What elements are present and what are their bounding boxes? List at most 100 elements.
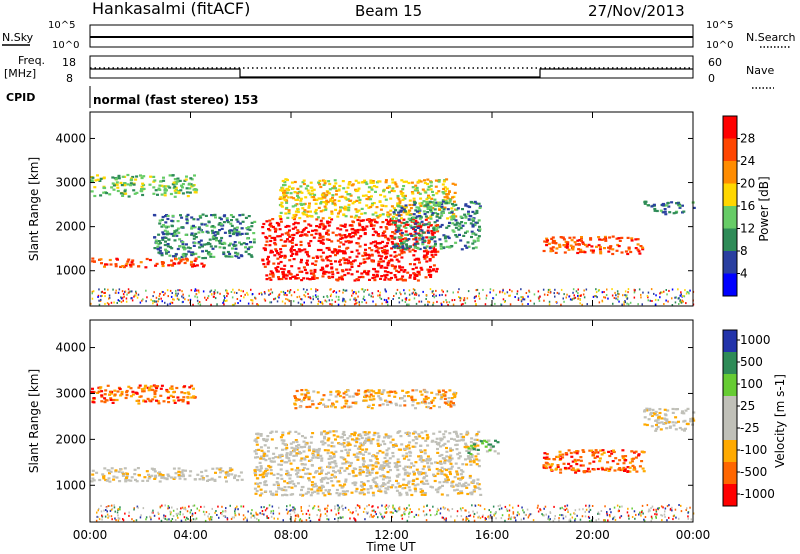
- data-cell: [377, 290, 379, 293]
- data-cell: [341, 224, 345, 227]
- data-cell: [104, 291, 106, 294]
- data-cell: [375, 458, 379, 461]
- data-cell: [604, 296, 607, 299]
- data-cell: [405, 491, 409, 494]
- data-cell: [397, 219, 401, 222]
- data-cell: [449, 458, 453, 461]
- data-cell: [470, 201, 473, 204]
- data-cell: [657, 416, 660, 419]
- data-cell: [641, 450, 645, 453]
- data-cell: [171, 174, 175, 177]
- data-cell: [225, 219, 229, 222]
- data-cell: [158, 471, 161, 474]
- data-cell: [407, 181, 411, 185]
- data-cell: [544, 461, 548, 464]
- data-cell: [305, 271, 309, 274]
- data-cell: [364, 450, 368, 453]
- data-cell: [124, 396, 128, 400]
- data-cell: [274, 455, 278, 459]
- data-cell: [390, 235, 394, 238]
- data-cell: [354, 233, 358, 236]
- data-cell: [462, 435, 465, 438]
- data-cell: [91, 477, 95, 480]
- data-cell: [309, 441, 313, 444]
- data-cell: [571, 460, 575, 463]
- data-cell: [108, 193, 112, 196]
- data-cell: [140, 388, 144, 391]
- data-cell: [284, 194, 288, 197]
- data-cell: [148, 475, 152, 478]
- data-cell: [452, 303, 455, 306]
- data-cell: [434, 488, 438, 491]
- data-cell: [638, 465, 642, 468]
- data-cell: [236, 298, 239, 300]
- data-cell: [366, 288, 369, 291]
- data-cell: [409, 225, 413, 228]
- data-cell: [372, 300, 374, 303]
- data-cell: [400, 232, 404, 235]
- data-cell: [399, 190, 403, 193]
- data-cell: [429, 224, 433, 227]
- data-cell: [444, 430, 448, 433]
- data-cell: [436, 447, 439, 451]
- data-cell: [573, 297, 575, 300]
- data-cell: [395, 258, 399, 261]
- data-cell: [159, 241, 162, 245]
- data-cell: [259, 467, 263, 470]
- data-cell: [672, 212, 676, 215]
- data-cell: [90, 390, 94, 393]
- data-cell: [270, 493, 274, 496]
- data-cell: [394, 276, 398, 279]
- data-cell: [190, 232, 194, 235]
- data-cell: [98, 299, 100, 302]
- data-cell: [453, 476, 457, 479]
- data-cell: [378, 241, 382, 245]
- data-cell: [192, 263, 196, 266]
- data-cell: [165, 478, 169, 481]
- data-cell: [554, 242, 558, 245]
- data-cell: [461, 463, 465, 466]
- data-cell: [211, 247, 215, 250]
- data-cell: [188, 474, 192, 477]
- data-cell: [230, 468, 234, 471]
- data-cell: [101, 473, 105, 476]
- data-cell: [372, 295, 374, 298]
- data-cell: [332, 430, 336, 433]
- data-cell: [108, 297, 110, 300]
- colorbar-segment: [723, 116, 737, 139]
- data-cell: [301, 207, 305, 210]
- data-cell: [338, 298, 340, 301]
- data-cell: [377, 180, 381, 183]
- data-cell: [474, 434, 478, 437]
- data-cell: [318, 236, 322, 240]
- data-cell: [442, 393, 446, 396]
- data-cell: [467, 210, 470, 213]
- data-cell: [108, 390, 112, 393]
- data-cell: [403, 248, 407, 251]
- data-cell: [433, 208, 437, 211]
- data-cell: [609, 245, 613, 248]
- data-cell: [556, 465, 560, 468]
- data-cell: [151, 388, 155, 392]
- data-cell: [426, 229, 430, 232]
- data-cell: [492, 505, 495, 508]
- data-cell: [401, 198, 405, 201]
- data-cell: [386, 481, 390, 484]
- data-cell: [343, 299, 346, 302]
- data-cell: [129, 387, 133, 390]
- data-cell: [679, 300, 681, 303]
- data-cell: [334, 254, 337, 257]
- data-cell: [322, 394, 326, 397]
- data-cell: [692, 419, 696, 422]
- data-cell: [379, 208, 383, 211]
- data-cell: [190, 384, 194, 387]
- data-cell: [378, 488, 382, 491]
- data-cell: [547, 242, 551, 245]
- data-cell: [400, 206, 404, 210]
- data-cell: [269, 460, 273, 463]
- data-cell: [222, 247, 226, 250]
- data-cell: [346, 186, 350, 189]
- data-cell: [375, 483, 379, 486]
- data-cell: [371, 227, 375, 230]
- data-cell: [668, 211, 672, 214]
